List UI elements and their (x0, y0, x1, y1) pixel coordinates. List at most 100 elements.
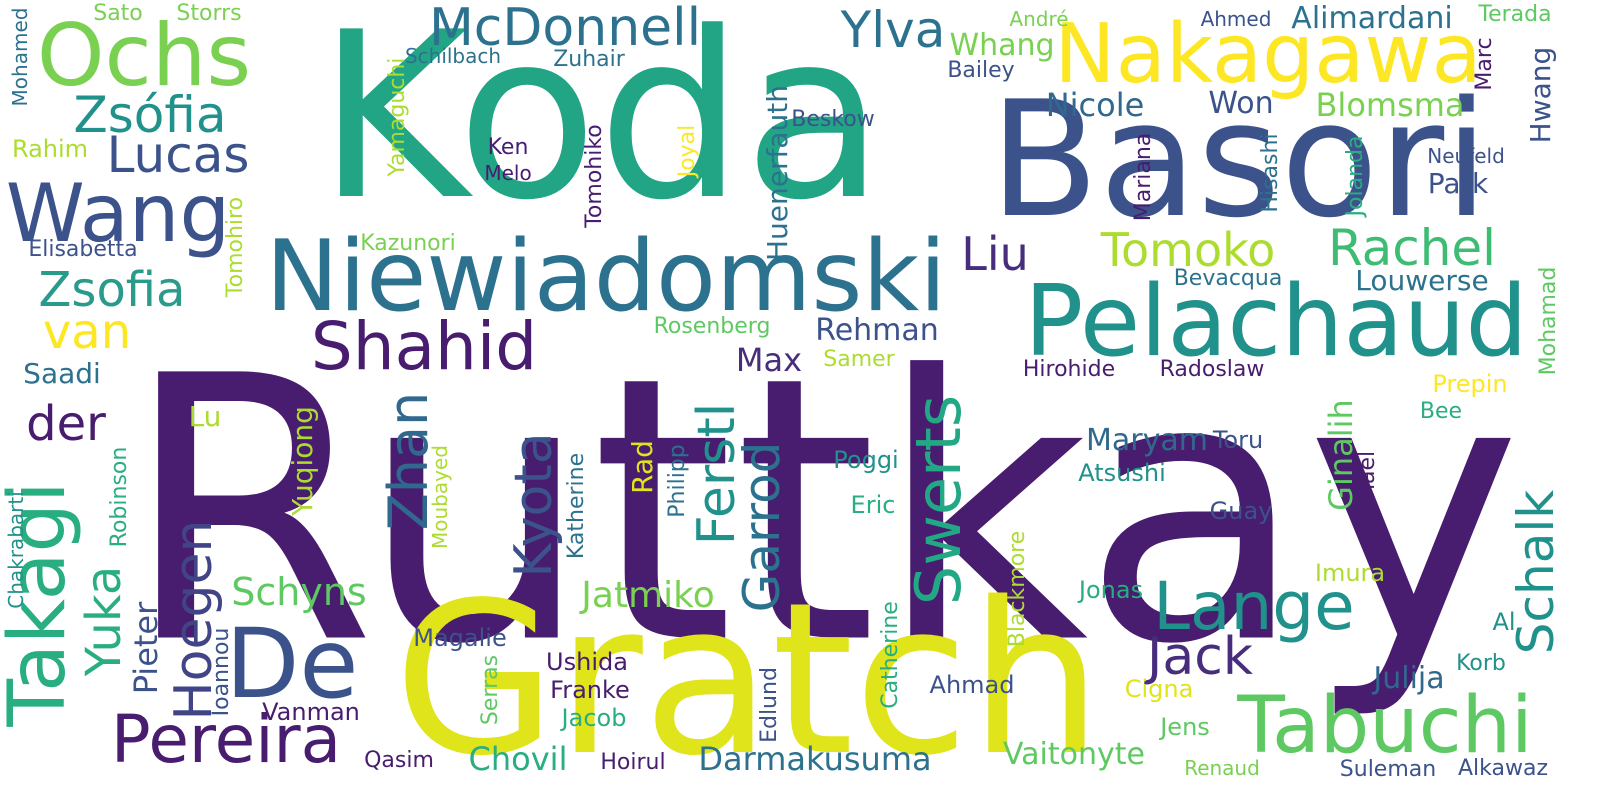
word-melo: Melo (484, 161, 532, 185)
word-moubayed: Moubayed (428, 445, 452, 549)
word-vaitonyte: Vaitonyte (1002, 737, 1146, 772)
word-atsushi: Atsushi (1078, 459, 1166, 487)
word-pieter: Pieter (127, 601, 165, 695)
word-zs-fia: Zsófia (73, 86, 227, 144)
word-alkawaz: Alkawaz (1457, 756, 1549, 781)
word-jens: Jens (1160, 713, 1210, 741)
word-hwang: Hwang (1524, 46, 1557, 144)
word-prepin: Prepin (1432, 370, 1508, 398)
word-whang: Whang (949, 28, 1055, 63)
word-swerts: Swerts (902, 394, 975, 606)
word-eric: Eric (850, 491, 896, 519)
word-elisabetta: Elisabetta (28, 237, 138, 262)
word-toru: Toru (1212, 426, 1264, 454)
word-lucas: Lucas (106, 126, 250, 184)
word-ioannou: Ioannou (209, 627, 234, 717)
word-bailey: Bailey (947, 58, 1015, 83)
word-mariana: Mariana (1131, 132, 1156, 222)
word-bevacqua: Bevacqua (1173, 266, 1283, 291)
word-michael: Michael (1355, 450, 1380, 536)
word-mcdonnell: McDonnell (428, 0, 702, 58)
word-sato: Sato (93, 1, 143, 26)
word-blomsma: Blomsma (1315, 86, 1465, 124)
word-hisashi: Hisashi (1258, 133, 1283, 213)
word-renaud: Renaud (1184, 756, 1260, 780)
word-katherine: Katherine (564, 452, 589, 560)
word-kyota: Kyota (504, 432, 564, 578)
word-julija: Julija (1373, 661, 1445, 696)
word-louwerse: Louwerse (1355, 264, 1489, 297)
word-hirohide: Hirohide (1022, 357, 1116, 382)
word-tabuchi: Tabuchi (1237, 681, 1533, 771)
word-serras: Serras (478, 654, 503, 726)
word-tomohiro: Tomohiro (223, 196, 248, 298)
word-neufeld: Neufeld (1427, 144, 1505, 168)
word-jolanda: Jolanda (1343, 135, 1368, 217)
word-vanman: Vanman (262, 698, 360, 726)
word-qasim: Qasim (364, 748, 434, 773)
word-ahmed: Ahmed (1200, 7, 1272, 31)
word-blackmore: Blackmore (1005, 530, 1030, 648)
word-pelachaud: Pelachaud (1024, 265, 1528, 379)
word-edlund: Edlund (757, 667, 782, 743)
word-pereira: Pereira (110, 701, 342, 778)
word-maryam: Maryam (1086, 423, 1208, 458)
word-lu: Lu (188, 400, 222, 433)
word-rad: Rad (626, 440, 659, 494)
word-kazunori: Kazunori (360, 231, 456, 256)
word-jatmiko: Jatmiko (581, 575, 715, 616)
word-darmakusuma: Darmakusuma (698, 740, 932, 778)
word-poggi: Poggi (833, 446, 899, 474)
word-wang: Wang (5, 167, 231, 260)
word-basori: Basori (989, 66, 1489, 253)
word-schilbach: Schilbach (404, 44, 502, 68)
word-rahim: Rahim (11, 135, 89, 163)
word-chovil: Chovil (468, 740, 568, 778)
word-zuhair: Zuhair (553, 47, 625, 72)
word-garrod: Garrod (733, 441, 791, 613)
word-ushida: Ushida (546, 648, 628, 676)
word-rachel: Rachel (1327, 219, 1497, 277)
word-korb: Korb (1456, 651, 1506, 676)
word-der: der (26, 396, 106, 452)
word-ruttkay: Ruttkay (122, 299, 1522, 725)
word-bee: Bee (1419, 399, 1463, 424)
word-nicole: Nicole (1045, 86, 1145, 124)
word-robinson: Robinson (107, 446, 132, 548)
word-schyns: Schyns (231, 570, 367, 614)
word-al: Al (1492, 608, 1516, 636)
word-jacob: Jacob (561, 704, 627, 732)
word-niewiadomski: Niewiadomski (265, 220, 947, 334)
word-ahmad: Ahmad (929, 671, 1015, 699)
word-samer: Samer (823, 347, 895, 372)
word-chakrabarti: Chakrabarti (4, 491, 28, 609)
word-van: van (42, 304, 132, 360)
word-terada: Terada (1478, 2, 1552, 27)
word-ochs: Ochs (36, 6, 252, 106)
word-rehman: Rehman (815, 313, 939, 348)
word-beskow: Beskow (791, 107, 875, 132)
word-saadi: Saadi (23, 357, 101, 390)
word-huenerfauth: Huenerfauth (761, 85, 794, 261)
word-nakagawa: Nakagawa (1054, 7, 1482, 102)
word-ken: Ken (487, 135, 529, 160)
word-yuka: Yuka (76, 565, 132, 677)
word-gratch: Gratch (393, 557, 1103, 800)
word-de: De (225, 608, 359, 720)
word-cigna: Cigna (1124, 675, 1194, 703)
word-liu: Liu (961, 227, 1029, 281)
word-rosenberg: Rosenberg (653, 314, 771, 339)
word-catherine: Catherine (878, 601, 903, 709)
word-alimardani: Alimardani (1291, 1, 1453, 36)
word-tomoko: Tomoko (1100, 223, 1276, 277)
word-marc: Marc (1472, 37, 1497, 91)
word-won: Won (1208, 86, 1274, 121)
word-hoirul: Hoirul (600, 750, 666, 775)
word-park: Park (1427, 167, 1489, 200)
word-max: Max (735, 341, 803, 379)
word-lange: Lange (1153, 568, 1355, 645)
word-jonas: Jonas (1078, 576, 1144, 604)
word-shahid: Shahid (310, 308, 538, 385)
word-andr-: André (1009, 7, 1069, 31)
